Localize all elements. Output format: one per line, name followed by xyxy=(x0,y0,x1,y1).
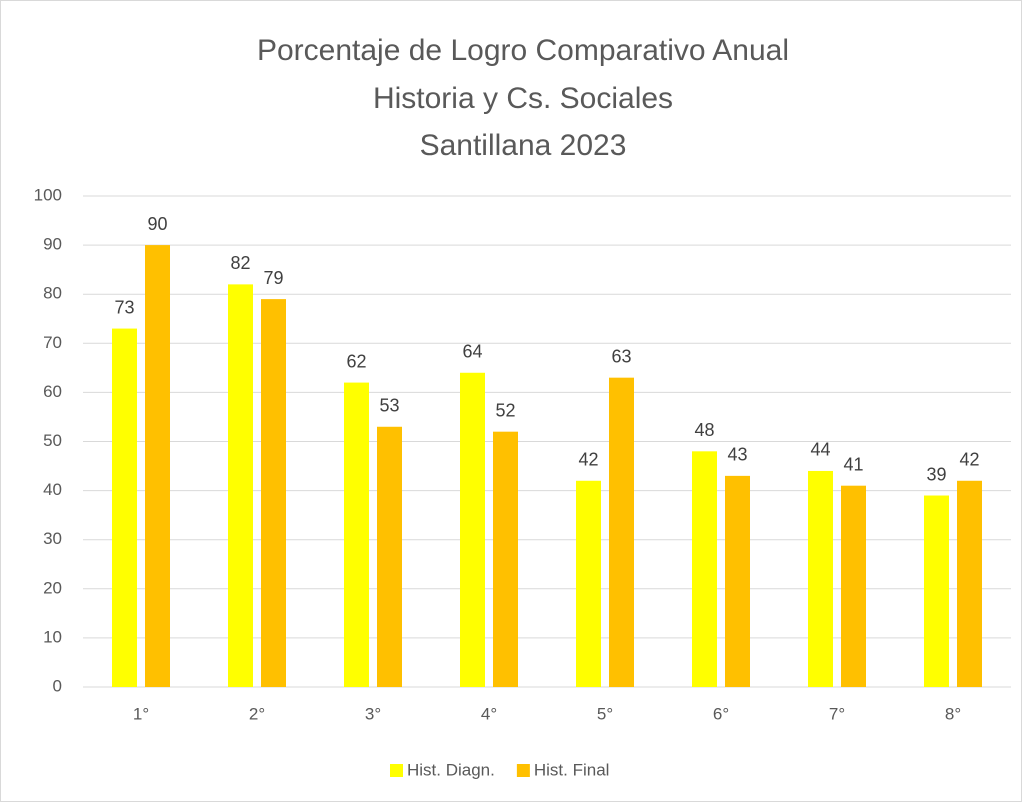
y-tick-label: 30 xyxy=(43,529,62,548)
data-label: 48 xyxy=(694,420,714,440)
legend-swatch xyxy=(516,764,530,777)
bar xyxy=(692,451,717,687)
legend-label: Hist. Final xyxy=(534,760,610,779)
bar xyxy=(841,485,866,687)
bar xyxy=(377,426,402,687)
bar xyxy=(261,299,286,687)
bar xyxy=(808,470,833,687)
bar xyxy=(112,328,137,687)
data-label: 79 xyxy=(263,268,283,288)
bar xyxy=(609,377,634,687)
y-tick-label: 40 xyxy=(43,480,62,499)
bar xyxy=(576,480,601,687)
data-label: 42 xyxy=(959,450,979,470)
data-label: 90 xyxy=(147,214,167,234)
data-label: 82 xyxy=(230,253,250,273)
y-tick-label: 10 xyxy=(43,627,62,646)
bar xyxy=(957,480,982,687)
y-tick-label: 80 xyxy=(43,284,62,303)
y-tick-label: 90 xyxy=(43,235,62,254)
data-label: 63 xyxy=(611,346,631,366)
data-label: 52 xyxy=(495,400,515,420)
data-label: 43 xyxy=(727,445,747,465)
x-tick-label: 3° xyxy=(365,704,381,723)
bar xyxy=(228,284,253,687)
chart-title: Historia y Cs. Sociales xyxy=(373,82,673,115)
data-label: 41 xyxy=(843,454,863,474)
x-tick-label: 2° xyxy=(249,704,265,723)
chart-title: Santillana 2023 xyxy=(420,129,627,162)
data-label: 62 xyxy=(346,351,366,371)
x-tick-label: 6° xyxy=(713,704,729,723)
x-tick-label: 4° xyxy=(481,704,497,723)
y-tick-label: 20 xyxy=(43,578,62,597)
y-tick-label: 0 xyxy=(53,676,62,695)
data-label: 42 xyxy=(578,450,598,470)
bar xyxy=(344,382,369,687)
y-tick-label: 60 xyxy=(43,382,62,401)
x-tick-label: 1° xyxy=(133,704,149,723)
x-tick-label: 7° xyxy=(829,704,845,723)
y-tick-label: 100 xyxy=(34,185,62,204)
x-tick-label: 8° xyxy=(945,704,961,723)
legend-swatch xyxy=(390,764,403,777)
data-label: 53 xyxy=(379,396,399,416)
bar xyxy=(924,495,949,687)
data-label: 73 xyxy=(114,297,134,317)
legend-label: Hist. Diagn. xyxy=(407,760,495,779)
bar xyxy=(145,245,170,687)
y-tick-label: 50 xyxy=(43,431,62,450)
data-label: 44 xyxy=(810,440,830,460)
bar xyxy=(493,431,518,687)
y-tick-label: 70 xyxy=(43,333,62,352)
data-label: 64 xyxy=(462,342,482,362)
chart-title: Porcentaje de Logro Comparativo Anual xyxy=(257,34,789,67)
x-tick-label: 5° xyxy=(597,704,613,723)
data-label: 39 xyxy=(926,464,946,484)
bar xyxy=(460,372,485,687)
bar xyxy=(725,475,750,687)
